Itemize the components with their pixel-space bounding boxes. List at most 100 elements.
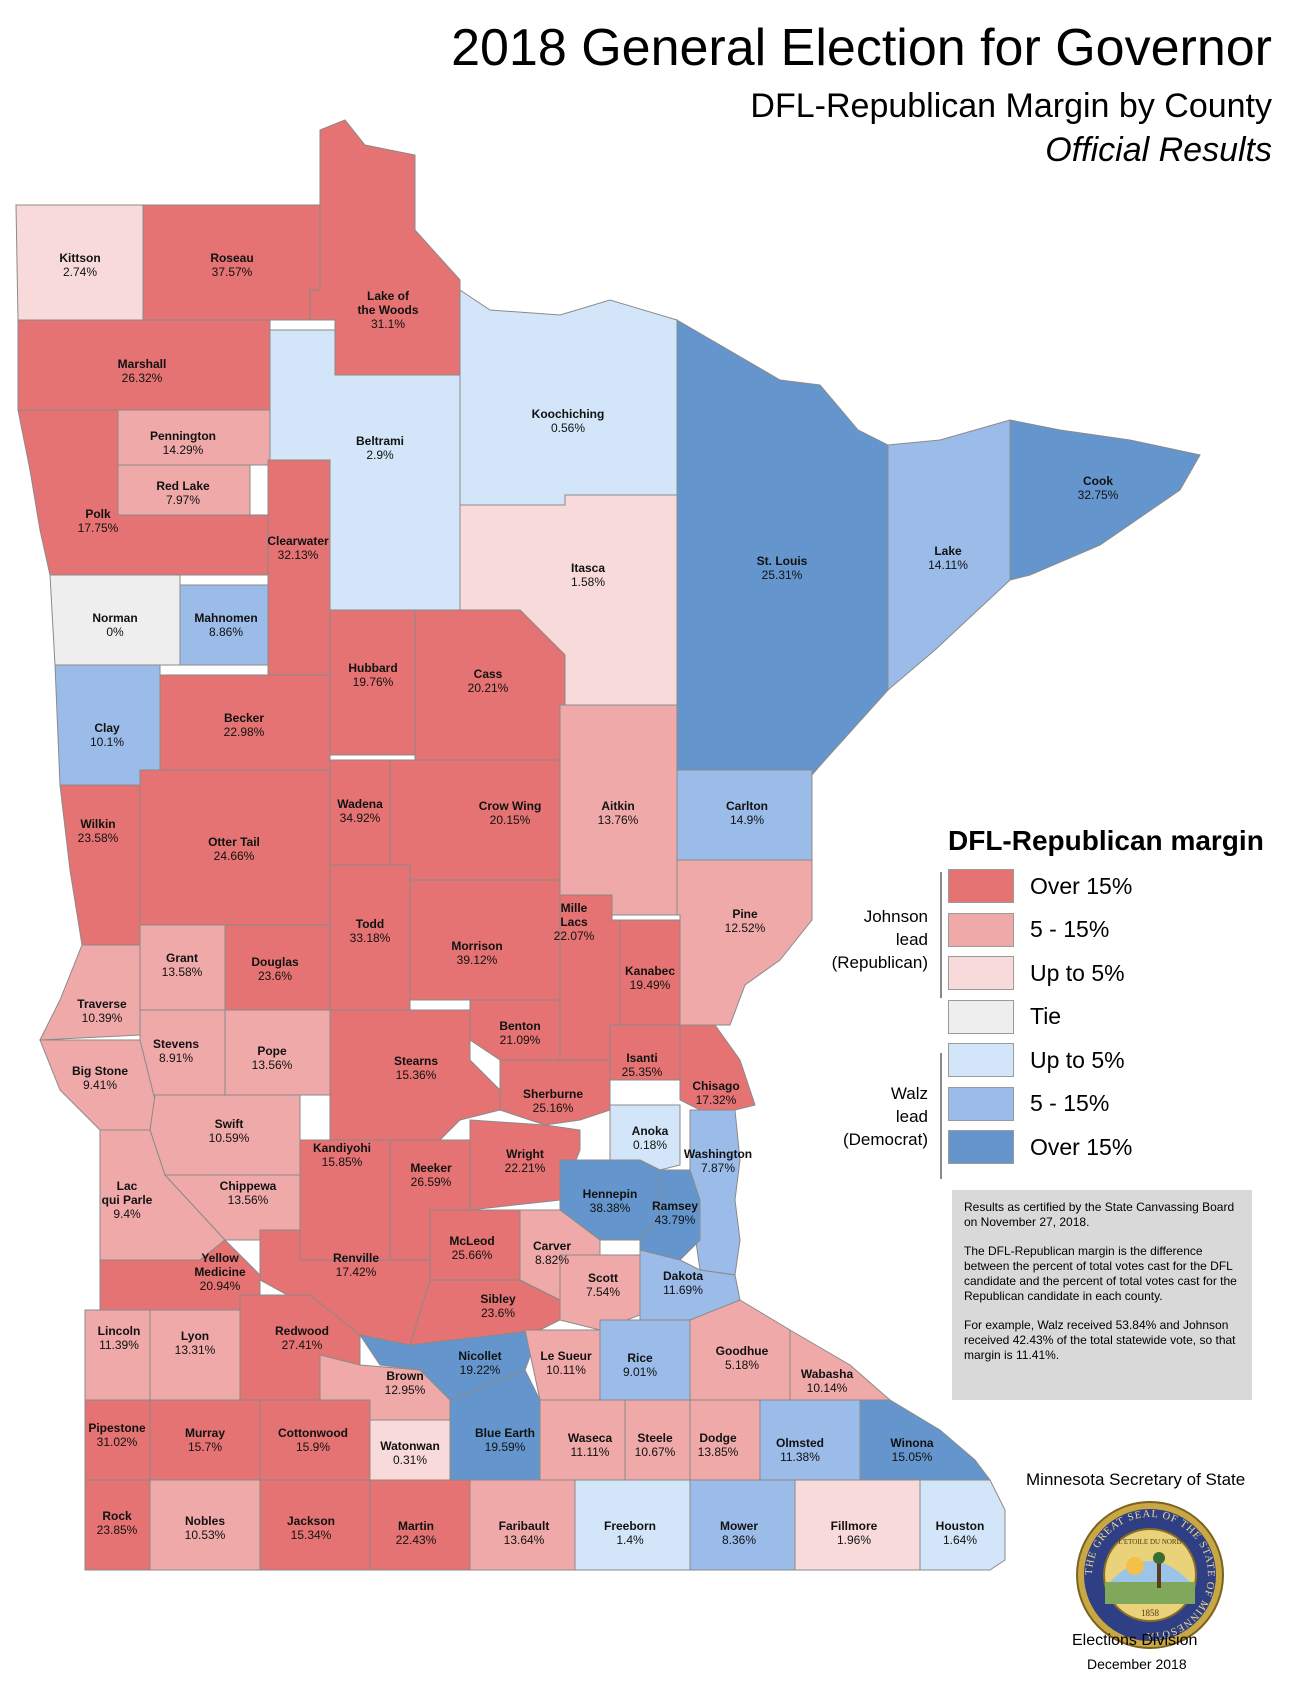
county-label-mower: Mower 8.36%	[720, 1519, 758, 1547]
county-margin: 17.32%	[696, 1093, 737, 1107]
county-label-wadena: Wadena 34.92%	[337, 797, 383, 825]
county-label-ramsey: Ramsey 43.79%	[652, 1199, 698, 1227]
county-margin: 23.6%	[481, 1306, 515, 1320]
county-name: Pipestone	[88, 1421, 146, 1435]
county-label-sibley: Sibley 23.6%	[480, 1292, 516, 1320]
county-margin: 12.95%	[385, 1383, 426, 1397]
county-label-norman: Norman 0%	[92, 611, 137, 639]
county-margin: 10.14%	[807, 1381, 848, 1395]
county-name: Mahnomen	[194, 611, 257, 625]
county-label-redwood: Redwood 27.41%	[275, 1324, 329, 1352]
county-margin: 11.38%	[780, 1450, 820, 1464]
legend-swatch	[948, 1086, 1014, 1121]
county-margin: 1.4%	[616, 1533, 644, 1547]
county-traverse	[39, 944, 141, 1041]
county-margin: 0.56%	[551, 421, 585, 435]
county-margin: 39.12%	[457, 953, 498, 967]
county-margin: 8.86%	[209, 625, 243, 639]
legend-item: Up to 5%	[948, 955, 1125, 991]
legend-label: Tie	[1030, 1003, 1062, 1029]
legend-swatch	[948, 999, 1014, 1034]
county-margin: 10.11%	[546, 1363, 586, 1377]
county-name: Jackson	[287, 1514, 335, 1528]
county-label-nobles: Nobles 10.53%	[185, 1514, 226, 1542]
county-margin: 22.07%	[554, 929, 595, 943]
county-mahnomen	[179, 584, 269, 666]
legend-item: Up to 5%	[948, 1042, 1125, 1078]
county-houston	[919, 1479, 1006, 1571]
county-label-traverse: Traverse 10.39%	[77, 997, 127, 1025]
county-margin: 15.85%	[322, 1155, 363, 1169]
county-name: Dakota	[663, 1269, 703, 1283]
legend-label: Over 15%	[1030, 872, 1133, 899]
county-margin: 23.85%	[97, 1523, 138, 1537]
county-margin: 0%	[106, 625, 124, 639]
county-label-rock: Rock 23.85%	[97, 1509, 138, 1537]
svg-text:L'ETOILE DU NORD: L'ETOILE DU NORD	[1118, 1538, 1181, 1546]
county-margin: 34.92%	[340, 811, 381, 825]
county-name: McLeod	[449, 1234, 494, 1248]
notes-example: For example, Walz received 53.84% and Jo…	[964, 1318, 1236, 1362]
county-margin: 13.56%	[252, 1058, 293, 1072]
county-name: Le Sueur	[540, 1349, 592, 1363]
county-margin: 14.9%	[730, 813, 764, 827]
county-name: Todd	[356, 917, 384, 931]
county-margin: 31.1%	[371, 317, 405, 331]
county-name: Otter Tail	[208, 835, 260, 849]
county-label-chisago: Chisago 17.32%	[692, 1079, 739, 1107]
county-name: Rock	[102, 1509, 132, 1523]
county-margin: 14.29%	[163, 443, 204, 457]
county-name: Lyon	[181, 1329, 209, 1343]
county-margin: 19.49%	[630, 978, 671, 992]
county-name: St. Louis	[757, 554, 808, 568]
county-label-wright: Wright 22.21%	[505, 1147, 546, 1175]
county-margin: 9.4%	[113, 1207, 141, 1221]
county-label-cottonwood: Cottonwood 15.9%	[278, 1426, 348, 1454]
county-name: Lacs	[560, 915, 588, 929]
county-margin: 5.18%	[725, 1358, 759, 1372]
legend-item: Over 15%	[948, 1129, 1132, 1165]
agency-name: Minnesota Secretary of State	[1026, 1470, 1246, 1489]
county-margin: 9.41%	[83, 1078, 117, 1092]
county-margin: 11.69%	[663, 1283, 703, 1297]
division-name: Elections Division	[1072, 1632, 1198, 1649]
county-margin: 43.79%	[655, 1213, 696, 1227]
county-label-clearwater: Clearwater 32.13%	[267, 534, 329, 562]
county-name: Rice	[627, 1351, 653, 1365]
county-label-lyon: Lyon 13.31%	[175, 1329, 216, 1357]
county-label-dodge: Dodge 13.85%	[698, 1431, 739, 1459]
county-margin: 38.38%	[590, 1201, 631, 1215]
county-margin: 13.85%	[698, 1445, 739, 1459]
county-label-becker: Becker 22.98%	[224, 711, 265, 739]
county-margin: 12.52%	[725, 921, 766, 935]
county-margin: 13.31%	[175, 1343, 216, 1357]
legend-label: 5 - 15%	[1030, 1090, 1110, 1116]
map-subtitle: DFL-Republican Margin by County	[750, 87, 1272, 125]
county-margin: 19.59%	[485, 1440, 526, 1454]
county-label-jackson: Jackson 15.34%	[287, 1514, 335, 1542]
county-name: Wadena	[337, 797, 383, 811]
state-seal-icon: THE GREAT SEAL OF THE STATE OF MINNESOTA…	[1076, 1501, 1224, 1649]
county-name: Wabasha	[801, 1367, 854, 1381]
walz-lead-label: Walz lead (Democrat)	[842, 1084, 928, 1149]
county-name: Isanti	[626, 1051, 657, 1065]
county-margin: 2.74%	[63, 265, 97, 279]
county-label-red-lake: Red Lake 7.97%	[156, 479, 210, 507]
county-name: Hubbard	[348, 661, 397, 675]
county-label-beltrami: Beltrami 2.9%	[356, 434, 404, 462]
county-chisago	[679, 1024, 756, 1111]
county-name: Pope	[257, 1044, 287, 1058]
county-name: the Woods	[357, 303, 418, 317]
county-label-stearns: Stearns 15.36%	[394, 1054, 438, 1082]
county-label-polk: Polk 17.75%	[78, 507, 119, 535]
county-margin: 19.76%	[353, 675, 394, 689]
county-margin: 10.1%	[90, 735, 124, 749]
walz-bracket	[940, 1053, 942, 1179]
county-label-mille-lacs: Mille Lacs 22.07%	[554, 901, 595, 943]
publication-date: December 2018	[1087, 1656, 1187, 1672]
county-margin: 13.58%	[162, 965, 203, 979]
county-sherburne	[499, 1059, 611, 1126]
county-name: Douglas	[251, 955, 299, 969]
county-name: Wilkin	[80, 817, 115, 831]
